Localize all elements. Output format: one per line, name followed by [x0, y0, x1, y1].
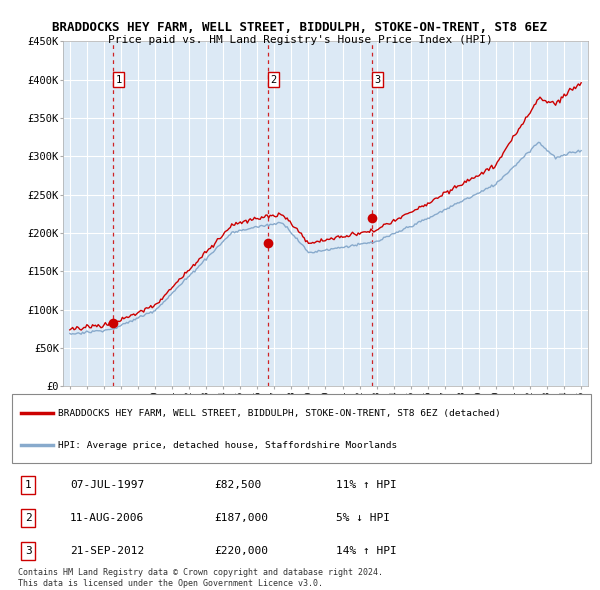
Text: 11-AUG-2006: 11-AUG-2006 [70, 513, 144, 523]
Text: 14% ↑ HPI: 14% ↑ HPI [336, 546, 397, 556]
Text: £220,000: £220,000 [215, 546, 269, 556]
Text: This data is licensed under the Open Government Licence v3.0.: This data is licensed under the Open Gov… [18, 579, 323, 588]
Text: BRADDOCKS HEY FARM, WELL STREET, BIDDULPH, STOKE-ON-TRENT, ST8 6EZ (detached): BRADDOCKS HEY FARM, WELL STREET, BIDDULP… [58, 408, 501, 418]
Text: 2: 2 [270, 75, 277, 84]
Text: 1: 1 [115, 75, 122, 84]
Text: 3: 3 [25, 546, 32, 556]
Text: Contains HM Land Registry data © Crown copyright and database right 2024.: Contains HM Land Registry data © Crown c… [18, 568, 383, 577]
Text: Price paid vs. HM Land Registry's House Price Index (HPI): Price paid vs. HM Land Registry's House … [107, 35, 493, 45]
Text: 5% ↓ HPI: 5% ↓ HPI [336, 513, 390, 523]
FancyBboxPatch shape [12, 394, 591, 463]
Text: 07-JUL-1997: 07-JUL-1997 [70, 480, 144, 490]
Text: 1: 1 [25, 480, 32, 490]
Text: 3: 3 [374, 75, 380, 84]
Text: 2: 2 [25, 513, 32, 523]
Text: 21-SEP-2012: 21-SEP-2012 [70, 546, 144, 556]
Text: 11% ↑ HPI: 11% ↑ HPI [336, 480, 397, 490]
Text: £187,000: £187,000 [215, 513, 269, 523]
Text: HPI: Average price, detached house, Staffordshire Moorlands: HPI: Average price, detached house, Staf… [58, 441, 398, 450]
Text: £82,500: £82,500 [215, 480, 262, 490]
Text: BRADDOCKS HEY FARM, WELL STREET, BIDDULPH, STOKE-ON-TRENT, ST8 6EZ: BRADDOCKS HEY FARM, WELL STREET, BIDDULP… [53, 21, 548, 34]
